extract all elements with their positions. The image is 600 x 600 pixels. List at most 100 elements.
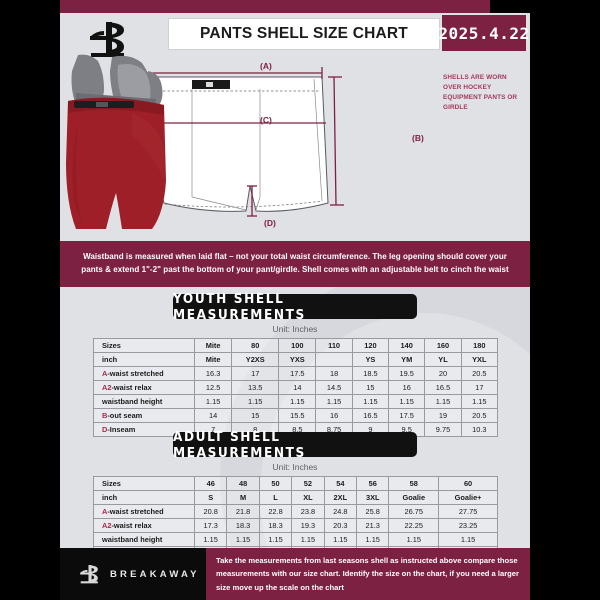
table-cell: 1.15 [438, 532, 498, 547]
table-row: B-out seam 14 15 15.5 16 16.5 17.5 19 20.5 [93, 408, 499, 423]
table-cell: 1.15 [193, 394, 233, 409]
table-cell: XL [291, 490, 325, 505]
adult-unit-label: Unit: Inches [272, 462, 318, 472]
top-accent-strip [60, 0, 490, 13]
table-cell: 16.5 [424, 380, 462, 395]
table-cell: 17.5 [388, 408, 426, 423]
table-cell: 14 [278, 380, 317, 395]
breakaway-logo-footer-icon [80, 565, 98, 584]
table-cell: 13.5 [231, 380, 280, 395]
table-cell: 110 [315, 338, 353, 353]
table-row: Sizes Mite 80 100 110 120 140 160 180 [93, 338, 499, 353]
table-cell: 25.8 [356, 504, 390, 519]
row-label-prefix: A [102, 507, 108, 516]
table-cell: 15.5 [278, 408, 317, 423]
table-cell: 58 [388, 476, 440, 491]
table-cell: Y2XS [231, 352, 280, 367]
table-cell: 10.3 [460, 422, 499, 437]
table-row: inch Mite Y2XS YXS YS YM YL YXL [93, 352, 499, 367]
table-cell: 1.15 [258, 532, 293, 547]
page-title-text: PANTS SHELL SIZE CHART [200, 25, 408, 42]
youth-table-body: Sizes Mite 80 100 110 120 140 160 180 inch Mite Y2X… [93, 338, 499, 437]
table-cell: Mite [193, 338, 233, 353]
row-label-cell: A2-waist relax [93, 380, 195, 395]
youth-section-title-text: YOUTH SHELL MEASUREMENTS [173, 290, 306, 323]
table-cell: 20.3 [323, 518, 358, 533]
table-cell: M [226, 490, 260, 505]
row-label-cell: Sizes [93, 338, 195, 353]
table-cell: 23.8 [291, 504, 325, 519]
table-cell: Goalie [388, 490, 440, 505]
photo-note: SHELLS ARE WORN OVER HOCKEY EQUIPMENT PA… [443, 74, 518, 111]
table-cell: 17.3 [193, 518, 228, 533]
table-cell: L [258, 490, 293, 505]
table-cell: 18.5 [351, 366, 390, 381]
table-cell: 1.15 [323, 532, 358, 547]
table-cell: 14.5 [315, 380, 353, 395]
table-cell: 19.5 [388, 366, 426, 381]
table-cell: 17 [231, 366, 280, 381]
table-cell: 60 [438, 476, 498, 491]
table-cell: 1.15 [351, 394, 390, 409]
row-label-prefix: A [102, 369, 108, 378]
diagram-label-b: (B) [412, 133, 424, 143]
table-cell: 24.8 [323, 504, 358, 519]
table-cell: 17 [460, 380, 499, 395]
table-cell: Mite [193, 352, 233, 367]
table-cell: 16.3 [193, 366, 233, 381]
table-cell: Goalie+ [438, 490, 498, 505]
table-cell: S [193, 490, 228, 505]
table-cell: 17.5 [278, 366, 317, 381]
table-cell: 1.15 [460, 394, 499, 409]
page-footer: BREAKAWAY Take the measurements from las… [60, 548, 530, 600]
table-cell: 14 [193, 408, 233, 423]
footer-brand-block: BREAKAWAY [60, 548, 206, 600]
row-label-cell: inch [93, 490, 195, 505]
youth-measurements-table: Sizes Mite 80 100 110 120 140 160 180 inch Mite Y2X… [93, 338, 499, 437]
table-cell [315, 352, 353, 367]
row-label-cell: A2-waist relax [93, 518, 195, 533]
table-cell: 16 [388, 380, 426, 395]
table-cell: 20.5 [460, 366, 499, 381]
table-cell: 1.15 [278, 394, 317, 409]
table-row: A2-waist relax 17.3 18.3 18.3 19.3 20.3 21.3 22… [93, 518, 498, 533]
table-cell: 23.25 [438, 518, 498, 533]
youth-section-title: YOUTH SHELL MEASUREMENTS [173, 291, 417, 323]
table-cell: 18.3 [258, 518, 293, 533]
banner-text: Waistband is measured when laid flat – n… [81, 252, 509, 274]
diagram-label-a: (A) [260, 61, 272, 71]
table-row: Sizes 46 48 50 52 54 56 58 60 [93, 476, 498, 491]
table-cell: 18.3 [226, 518, 260, 533]
table-row: A-waist stretched 20.8 21.8 22.8 23.8 24.8 25.… [93, 504, 498, 519]
table-cell: 22.25 [388, 518, 440, 533]
table-cell: 1.15 [226, 532, 260, 547]
adult-measurements-table: Sizes 46 48 50 52 54 56 58 60 inch S M L XL 2XL 3XL Goal… [93, 476, 498, 548]
table-cell: 21.8 [226, 504, 260, 519]
table-cell: 3XL [356, 490, 390, 505]
row-label-prefix: B [102, 411, 108, 420]
row-label-cell: A-waist stretched [93, 366, 195, 381]
shell-product-photo [66, 54, 166, 229]
table-cell: 54 [323, 476, 358, 491]
table-cell: 27.75 [438, 504, 498, 519]
table-row: B-out seam2021.52122.323242525.5 [93, 546, 498, 548]
table-cell: 100 [278, 338, 317, 353]
table-cell: 19 [424, 408, 462, 423]
row-label-prefix: A2 [102, 521, 112, 530]
measurement-instructions-banner: Waistband is measured when laid flat – n… [60, 241, 530, 287]
date-badge: 2025.4.22 [438, 15, 529, 51]
table-cell: 26.75 [388, 504, 440, 519]
table-cell: 1.15 [356, 532, 390, 547]
table-cell: 20 [424, 366, 462, 381]
table-cell: 20.5 [460, 408, 499, 423]
table-cell: 15 [351, 380, 390, 395]
row-label-cell: D-Inseam [93, 422, 195, 437]
table-row: waistband height 1.15 1.15 1.15 1.15 1.15 1.15… [93, 394, 499, 409]
table-cell: 1.15 [291, 532, 325, 547]
table-cell: 160 [424, 338, 462, 353]
table-cell: 1.15 [424, 394, 462, 409]
row-label-cell: Sizes [93, 476, 195, 491]
youth-unit-label: Unit: Inches [272, 324, 318, 334]
table-cell: 1.15 [388, 532, 440, 547]
adult-section-title: ADULT SHELL MEASUREMENTS [173, 429, 417, 461]
